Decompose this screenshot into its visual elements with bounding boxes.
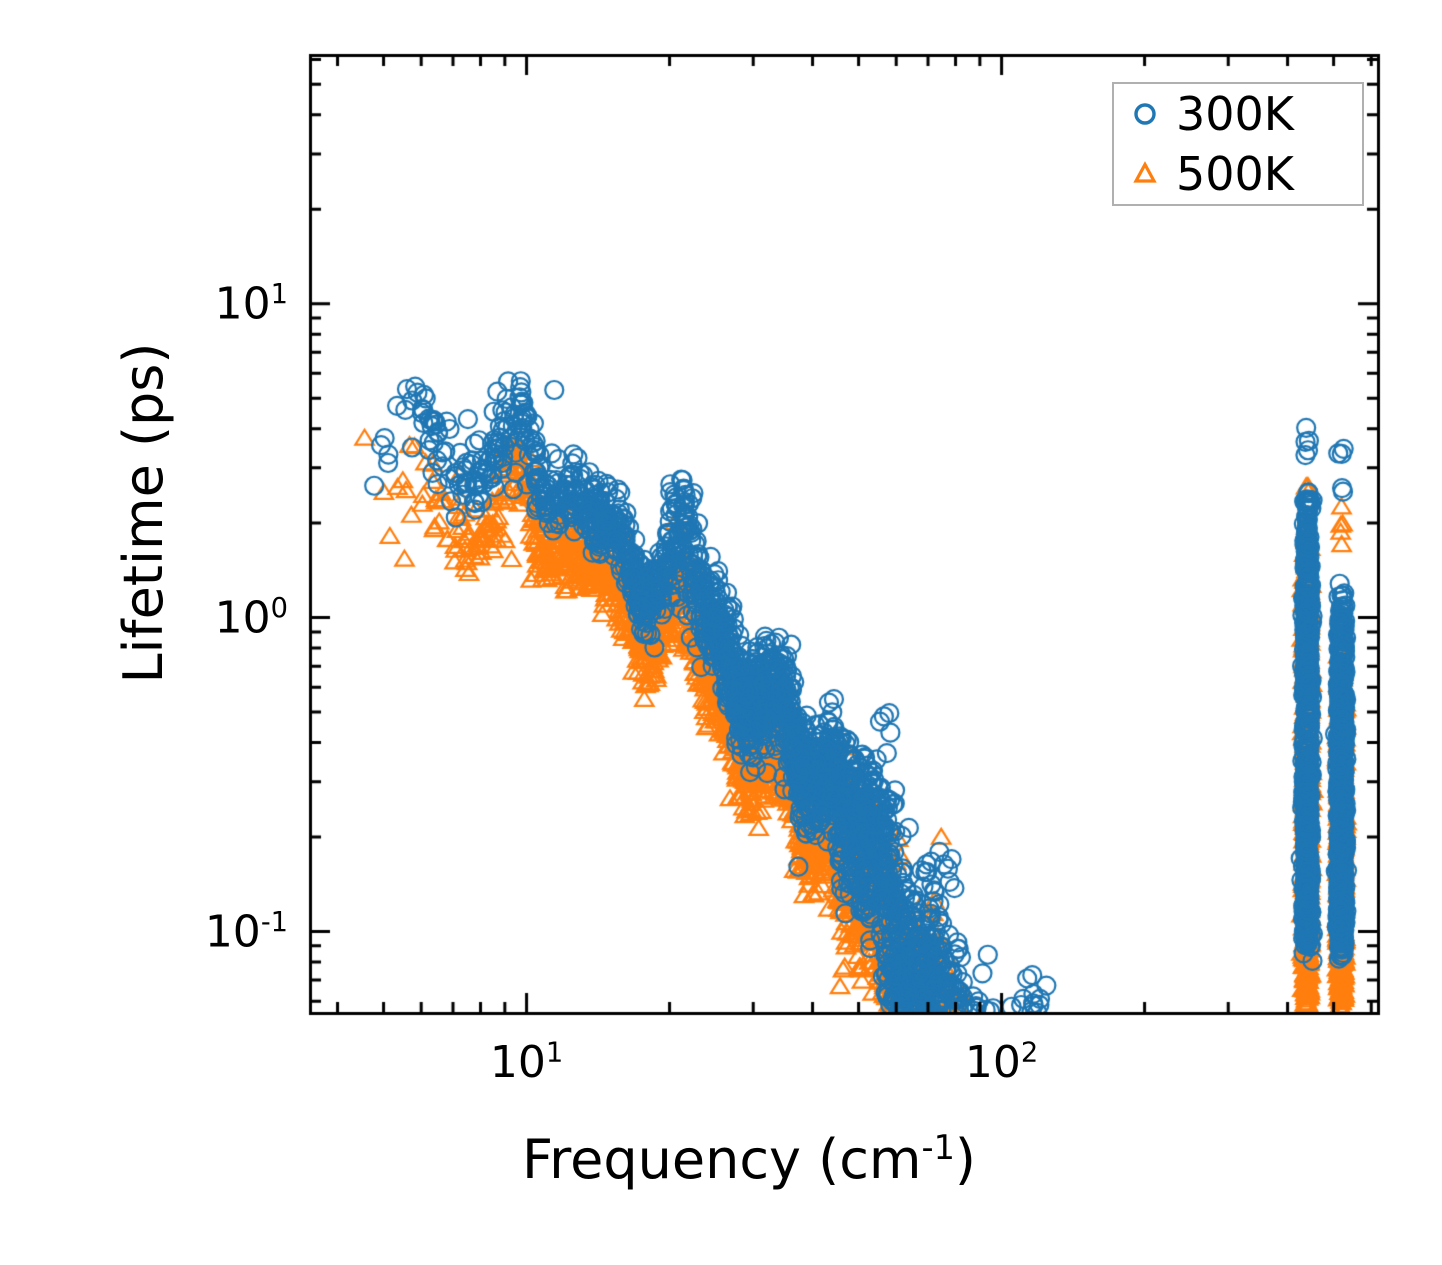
legend[interactable]: 300K 500K (1112, 82, 1364, 206)
legend-entry-300K[interactable]: 300K (1114, 86, 1362, 142)
legend-label-300K: 300K (1176, 87, 1294, 141)
y-axis-title: Lifetime (ps) (112, 342, 175, 684)
legend-label-500K: 500K (1176, 147, 1294, 201)
y-axis-title-wrapper: Lifetime (ps) (96, 0, 192, 1048)
legend-marker-triangle-icon (1114, 159, 1176, 189)
legend-entry-500K[interactable]: 500K (1114, 146, 1362, 202)
legend-marker-circle-icon (1114, 99, 1176, 129)
